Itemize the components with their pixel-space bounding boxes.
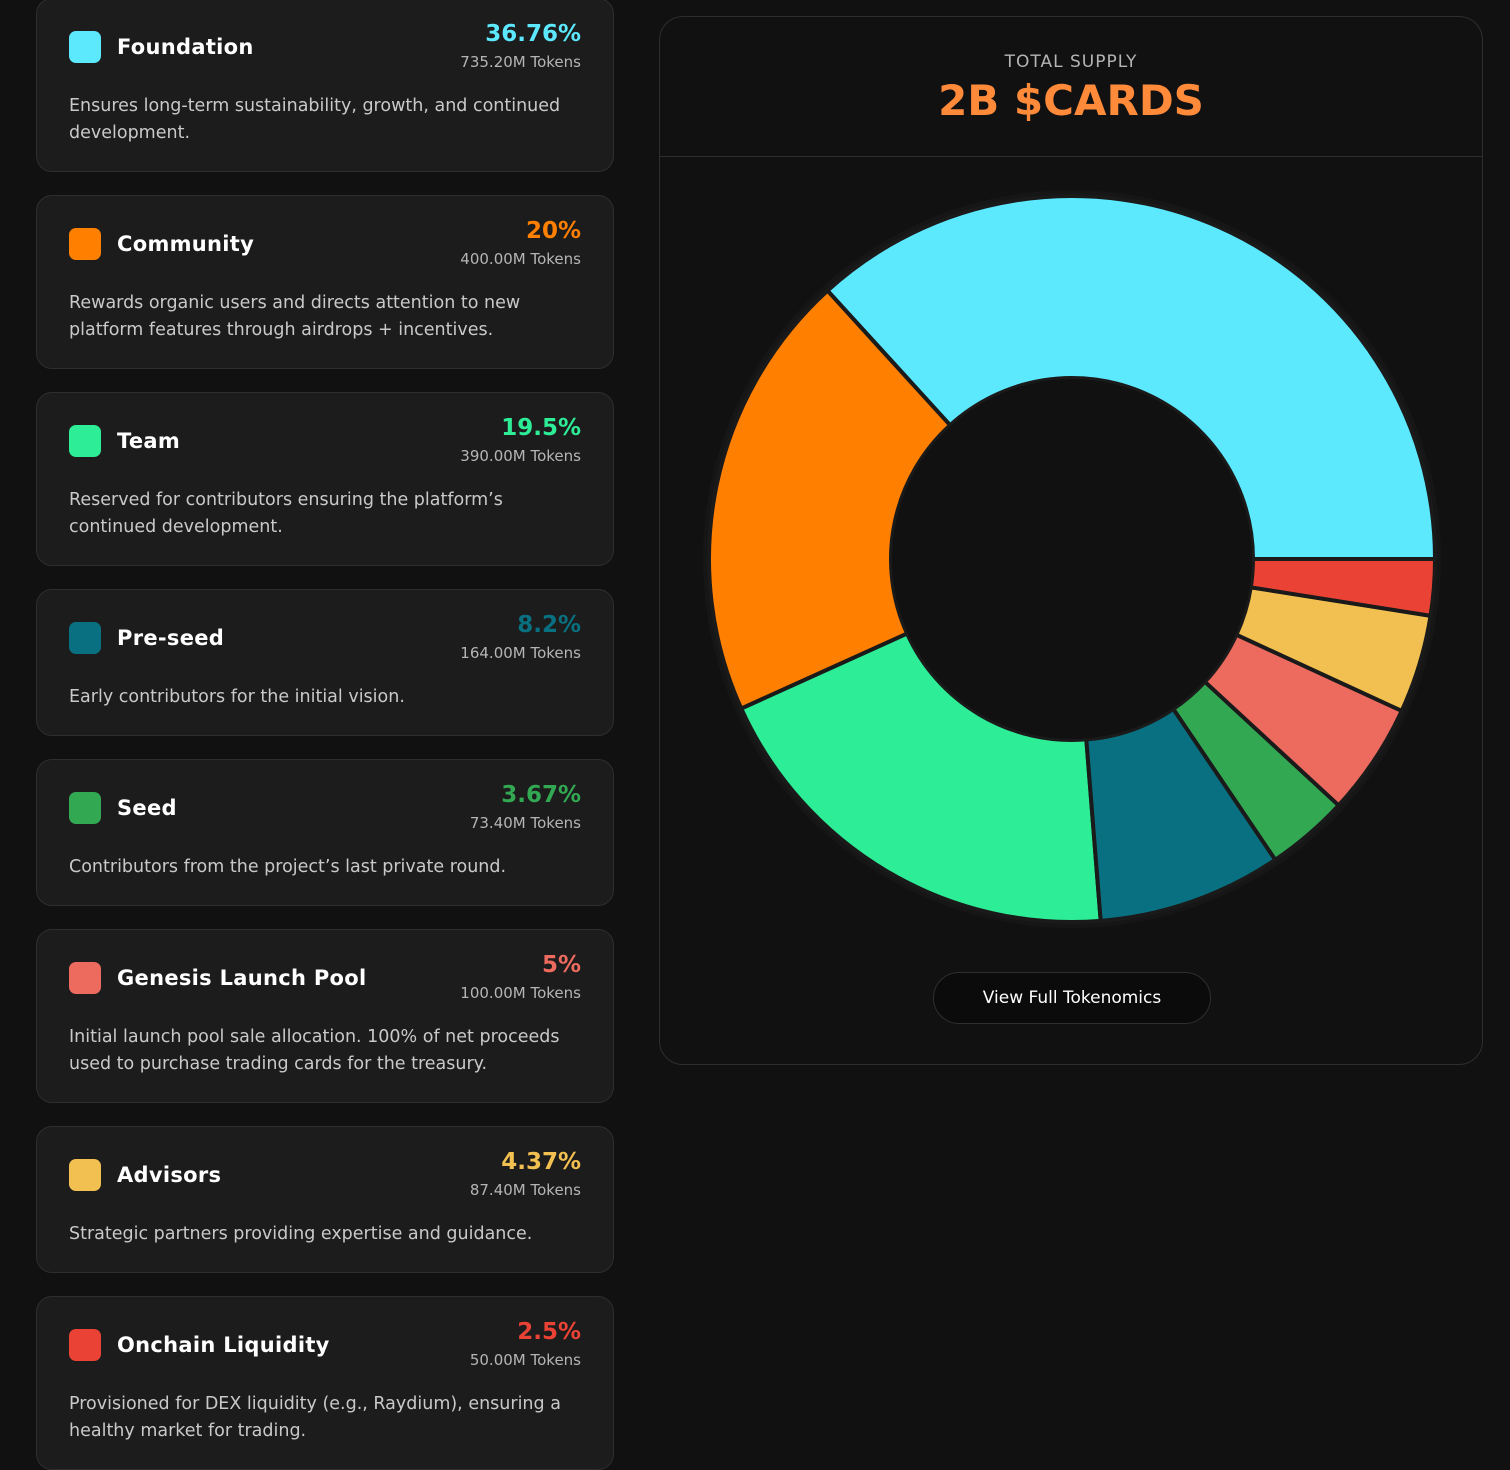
donut-chart: [703, 190, 1441, 928]
allocation-card: Community 20% 400.00M Tokens Rewards organi…: [36, 195, 614, 369]
allocation-card: Genesis Launch Pool 5% 100.00M Tokens Initi…: [36, 929, 614, 1103]
allocation-tokens: 50.00M Tokens: [469, 1351, 581, 1369]
card-title-group: Foundation: [69, 31, 254, 63]
color-swatch: [69, 792, 101, 824]
allocation-amount: 4.37% 87.40M Tokens: [470, 1149, 581, 1199]
allocation-amount: 8.2% 164.00M Tokens: [460, 612, 581, 662]
allocation-tokens: 400.00M Tokens: [460, 250, 581, 268]
allocation-description: Reserved for contributors ensuring the p…: [69, 490, 503, 537]
allocation-percent: 3.67%: [501, 782, 581, 808]
color-swatch: [69, 1329, 101, 1361]
card-title-group: Pre-seed: [69, 622, 224, 654]
card-header: Team 19.5% 390.00M Tokens: [69, 415, 581, 465]
allocation-percent: 2.5%: [517, 1319, 581, 1345]
allocation-list: Foundation 36.76% 735.20M Tokens Ensures lo…: [36, 0, 614, 1470]
allocation-card: Advisors 4.37% 87.40M Tokens Strategic part…: [36, 1126, 614, 1273]
donut-slice: [707, 287, 953, 712]
card-header: Genesis Launch Pool 5% 100.00M Tokens: [69, 952, 581, 1002]
supply-panel: TOTAL SUPPLY 2B $CARDS View Full Tokenom…: [659, 16, 1483, 1065]
allocation-percent: 36.76%: [485, 21, 581, 47]
allocation-name: Onchain Liquidity: [117, 1333, 330, 1357]
allocation-percent: 8.2%: [517, 612, 581, 638]
card-header: Community 20% 400.00M Tokens: [69, 218, 581, 268]
card-title-group: Community: [69, 228, 254, 260]
card-title-group: Team: [69, 425, 180, 457]
donut-slice: [1248, 557, 1438, 619]
allocation-amount: 3.67% 73.40M Tokens: [470, 782, 581, 832]
card-header: Advisors 4.37% 87.40M Tokens: [69, 1149, 581, 1199]
card-header: Seed 3.67% 73.40M Tokens: [69, 782, 581, 832]
allocation-name: Pre-seed: [117, 626, 225, 650]
allocation-amount: 20% 400.00M Tokens: [460, 218, 581, 268]
allocation-name: Community: [117, 232, 255, 256]
allocation-name: Genesis Launch Pool: [117, 966, 367, 990]
allocation-amount: 5% 100.00M Tokens: [460, 952, 581, 1002]
allocation-amount: 19.5% 390.00M Tokens: [460, 415, 581, 465]
allocation-description: Contributors from the project’s last pri…: [69, 857, 507, 877]
allocation-percent: 4.37%: [501, 1149, 581, 1175]
allocation-tokens: 100.00M Tokens: [460, 984, 581, 1002]
color-swatch: [69, 1159, 101, 1191]
allocation-card: Onchain Liquidity 2.5% 50.00M Tokens Provis…: [36, 1296, 614, 1470]
panel-subtitle: 2B $CARDS: [938, 76, 1204, 125]
allocation-description: Initial launch pool sale allocation. 100…: [69, 1027, 560, 1074]
allocation-description: Early contributors for the initial visio…: [69, 687, 405, 707]
panel-header: TOTAL SUPPLY 2B $CARDS: [660, 17, 1482, 157]
allocation-description: Provisioned for DEX liquidity (e.g., Ray…: [69, 1394, 561, 1441]
allocation-name: Foundation: [117, 35, 254, 59]
tokenomics-button[interactable]: View Full Tokenomics: [933, 972, 1211, 1024]
page: Foundation 36.76% 735.20M Tokens Ensures lo…: [36, 0, 1483, 1470]
card-title-group: Onchain Liquidity: [69, 1329, 330, 1361]
donut-slice: [738, 630, 1103, 924]
allocation-tokens: 164.00M Tokens: [460, 644, 581, 662]
allocation-description: Rewards organic users and directs attent…: [69, 293, 521, 340]
allocation-card: Foundation 36.76% 735.20M Tokens Ensures lo…: [36, 0, 614, 172]
donut-hole: [892, 379, 1252, 739]
allocation-percent: 19.5%: [501, 415, 581, 441]
allocation-amount: 36.76% 735.20M Tokens: [460, 21, 581, 71]
card-title-group: Genesis Launch Pool: [69, 962, 367, 994]
card-header: Pre-seed 8.2% 164.00M Tokens: [69, 612, 581, 662]
allocation-tokens: 73.40M Tokens: [469, 814, 581, 832]
allocation-name: Seed: [117, 796, 177, 820]
allocation-card: Seed 3.67% 73.40M Tokens Contributors from …: [36, 759, 614, 906]
allocation-name: Advisors: [117, 1163, 222, 1187]
allocation-tokens: 390.00M Tokens: [460, 447, 581, 465]
allocation-card: Pre-seed 8.2% 164.00M Tokens Early contribu…: [36, 589, 614, 736]
allocation-percent: 20%: [525, 218, 581, 244]
donut-slice: [824, 194, 1438, 561]
color-swatch: [69, 622, 101, 654]
card-header: Onchain Liquidity 2.5% 50.00M Tokens: [69, 1319, 581, 1369]
allocation-tokens: 735.20M Tokens: [460, 53, 581, 71]
allocation-description: Ensures long-term sustainability, growth…: [69, 96, 561, 143]
allocation-tokens: 87.40M Tokens: [469, 1181, 581, 1199]
color-swatch: [69, 31, 101, 63]
allocation-amount: 2.5% 50.00M Tokens: [470, 1319, 581, 1369]
card-header: Foundation 36.76% 735.20M Tokens: [69, 21, 581, 71]
panel-title: TOTAL SUPPLY: [1004, 52, 1138, 72]
allocation-description: Strategic partners providing expertise a…: [69, 1224, 533, 1244]
card-title-group: Advisors: [69, 1159, 221, 1191]
allocation-card: Team 19.5% 390.00M Tokens Reserved for cont…: [36, 392, 614, 566]
color-swatch: [69, 962, 101, 994]
color-swatch: [69, 228, 101, 260]
allocation-percent: 5%: [541, 952, 581, 978]
color-swatch: [69, 425, 101, 457]
card-title-group: Seed: [69, 792, 177, 824]
allocation-name: Team: [117, 429, 181, 453]
